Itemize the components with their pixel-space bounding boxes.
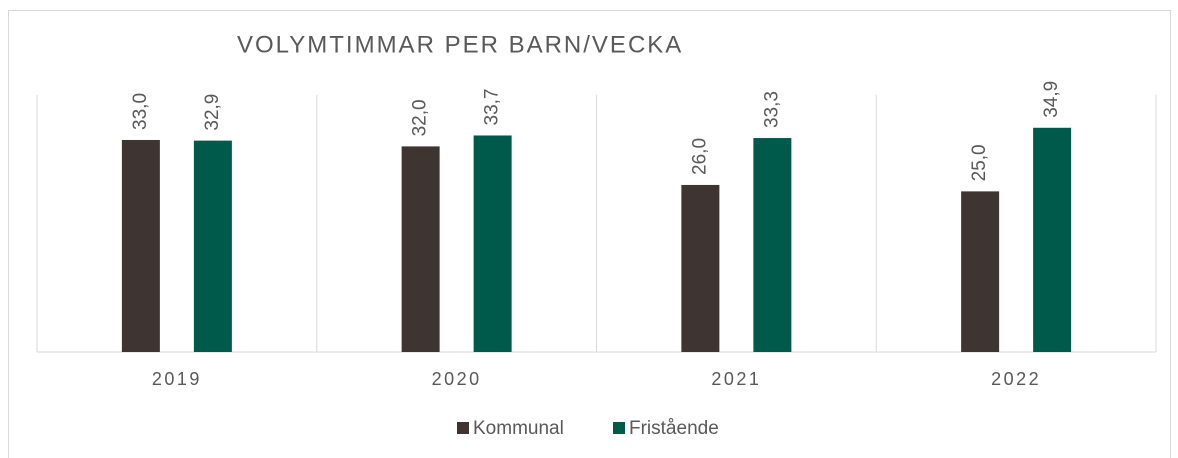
x-tick-label: 2020 bbox=[432, 369, 482, 389]
data-label: 26,0 bbox=[689, 138, 710, 175]
legend-swatch bbox=[613, 422, 625, 434]
data-label: 32,9 bbox=[202, 94, 223, 131]
bar bbox=[193, 140, 232, 352]
bar bbox=[473, 135, 512, 352]
x-tick-label: 2022 bbox=[991, 369, 1041, 389]
data-label: 33,3 bbox=[761, 91, 782, 128]
bar bbox=[681, 184, 720, 352]
data-label: 25,0 bbox=[969, 144, 990, 181]
chart-title: VOLYMTIMMAR PER BARN/VECKA bbox=[237, 31, 683, 58]
data-label: 33,7 bbox=[482, 88, 503, 125]
bar bbox=[753, 138, 792, 352]
data-label: 32,0 bbox=[410, 99, 431, 136]
legend-swatch bbox=[457, 422, 469, 434]
bar bbox=[121, 139, 160, 352]
chart-border bbox=[8, 10, 1171, 458]
data-label: 33,0 bbox=[130, 93, 151, 130]
bar bbox=[1033, 127, 1072, 352]
data-label: 34,9 bbox=[1041, 81, 1062, 118]
legend-label: Kommunal bbox=[473, 418, 564, 439]
legend-label: Fristående bbox=[629, 418, 719, 439]
bar bbox=[961, 191, 1000, 352]
x-tick-label: 2021 bbox=[711, 369, 761, 389]
x-tick-label: 2019 bbox=[152, 369, 202, 389]
bar bbox=[401, 146, 440, 352]
